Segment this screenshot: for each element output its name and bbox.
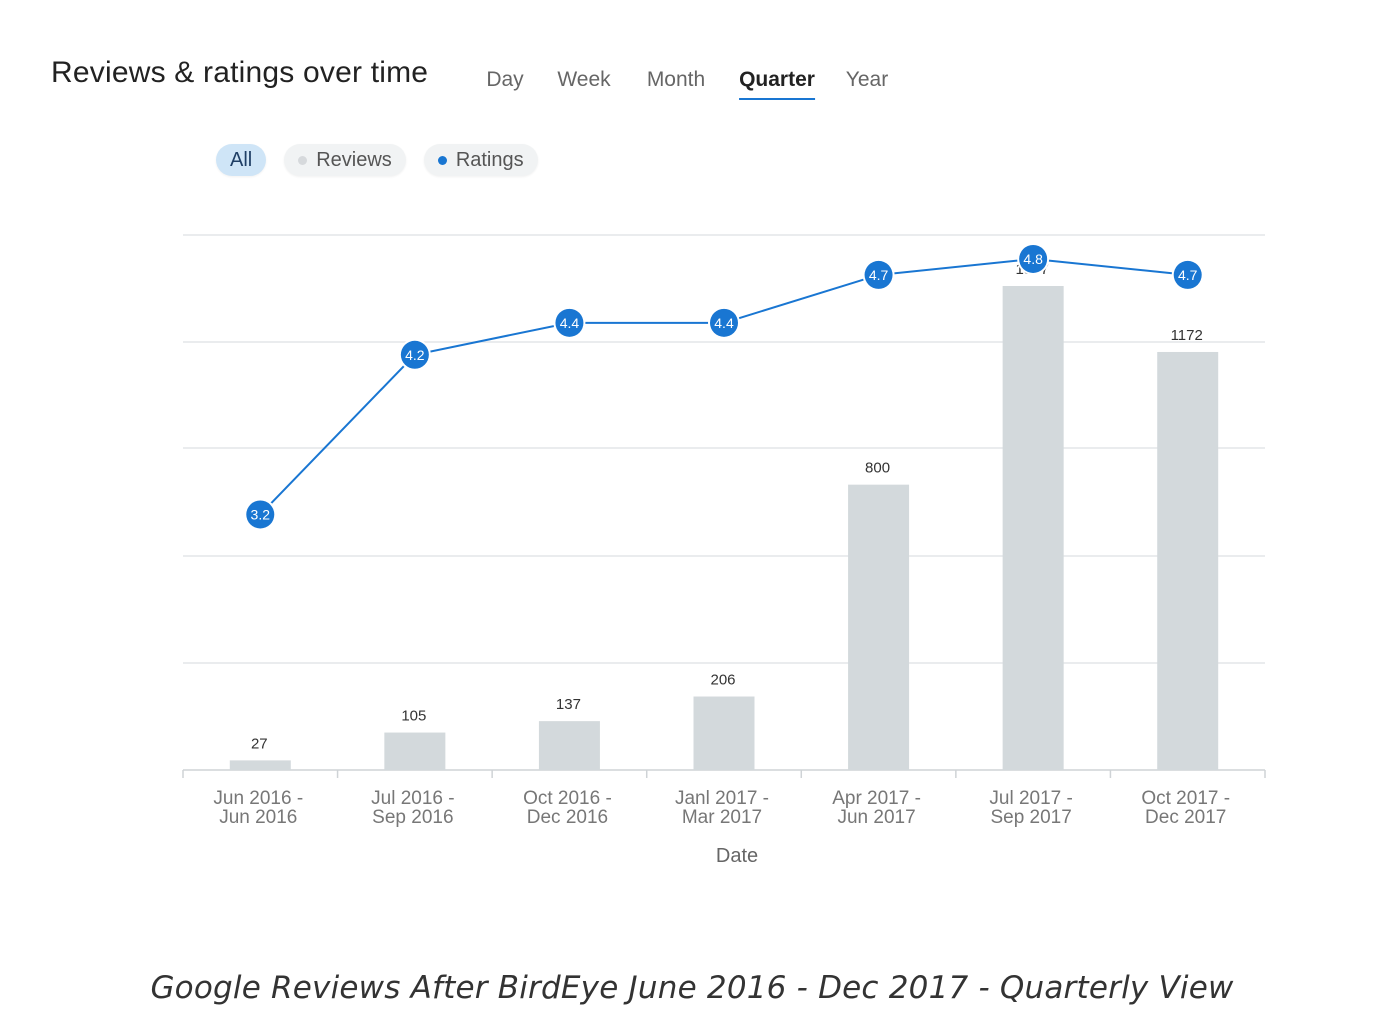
bar-value-label: 105 xyxy=(401,708,426,725)
tab-month[interactable]: Month xyxy=(646,68,706,91)
rating-point xyxy=(400,340,429,369)
x-tick-label: Sep 2016 xyxy=(372,807,453,828)
filter-chips: All Reviews Ratings xyxy=(216,144,538,176)
bar-reviews xyxy=(229,760,291,770)
rating-value-label: 4.7 xyxy=(1178,267,1198,283)
bar-value-label: 1172 xyxy=(1171,327,1203,344)
filter-chip-label: Ratings xyxy=(455,148,524,171)
x-tick-label: Jun 2016 - xyxy=(213,788,303,809)
x-tick-label: Jun 2017 xyxy=(837,807,915,828)
filter-chip-label: Reviews xyxy=(316,148,392,171)
x-tick-label: Jul 2016 - xyxy=(371,788,454,809)
filter-chip-label: All xyxy=(230,148,253,171)
x-tick-label: Janl 2017 - xyxy=(675,788,769,809)
rating-point xyxy=(246,500,275,529)
bar-reviews xyxy=(1002,286,1064,770)
filter-chip-all[interactable]: All xyxy=(216,144,267,176)
bar-value-label: 137 xyxy=(556,696,581,713)
x-tick-label: Oct 2016 - xyxy=(523,788,612,809)
tab-quarter[interactable]: Quarter xyxy=(739,68,815,100)
bar-reviews xyxy=(384,732,446,770)
x-tick-label: Sep 2017 xyxy=(990,807,1071,828)
rating-value-label: 4.2 xyxy=(405,347,425,363)
bar-value-label: 206 xyxy=(710,672,735,689)
bar-reviews xyxy=(1157,351,1219,770)
bar-value-label: 800 xyxy=(865,460,890,477)
bar-reviews xyxy=(848,484,910,770)
rating-point xyxy=(1173,260,1202,289)
tab-day[interactable]: Day xyxy=(486,68,524,91)
rating-point xyxy=(555,308,584,337)
rating-point xyxy=(864,260,893,289)
legend-dot-icon xyxy=(298,155,308,165)
legend-dot-icon xyxy=(437,155,447,165)
rating-point xyxy=(1019,244,1048,273)
rating-value-label: 3.2 xyxy=(251,506,271,522)
x-tick-label: Dec 2017 xyxy=(1145,807,1226,828)
x-tick-label: Jun 2016 xyxy=(219,807,297,828)
reviews-ratings-chart: 27105137206800135711723.24.24.44.44.74.8… xyxy=(182,234,1266,867)
tab-week[interactable]: Week xyxy=(557,68,611,91)
rating-value-label: 4.4 xyxy=(714,315,734,331)
rating-value-label: 4.4 xyxy=(560,315,580,331)
chart-caption: Google Reviews After BirdEye June 2016 -… xyxy=(150,970,1234,1006)
x-axis-label: Date xyxy=(716,845,758,867)
bar-reviews xyxy=(538,721,600,770)
x-tick-label: Dec 2016 xyxy=(527,807,608,828)
rating-value-label: 4.8 xyxy=(1023,251,1043,267)
x-tick-label: Jul 2017 - xyxy=(989,788,1072,809)
rating-point xyxy=(710,308,738,337)
bar-value-label: 27 xyxy=(251,735,268,752)
page-title: Reviews & ratings over time xyxy=(51,56,429,89)
x-tick-label: Mar 2017 xyxy=(682,807,762,828)
bar-reviews xyxy=(693,696,755,770)
filter-chip-ratings[interactable]: Ratings xyxy=(423,144,538,176)
x-tick-label: Apr 2017 - xyxy=(832,788,921,809)
x-tick-label: Oct 2017 - xyxy=(1141,788,1230,809)
filter-chip-reviews[interactable]: Reviews xyxy=(284,144,406,176)
tab-year[interactable]: Year xyxy=(845,68,889,91)
rating-value-label: 4.7 xyxy=(869,267,889,283)
